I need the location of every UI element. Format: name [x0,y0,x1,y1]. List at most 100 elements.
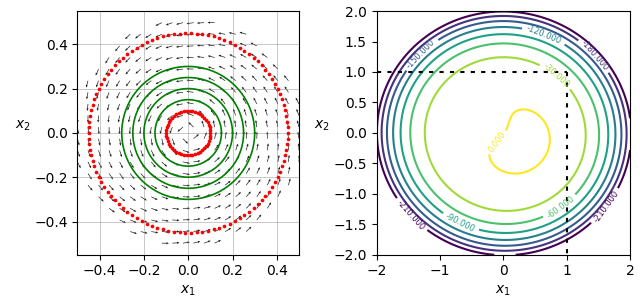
Point [175,31,185,36]
Point [164,120,174,125]
Point [275,169,285,174]
Point [214,225,224,230]
Point [199,115,209,120]
Point [205,128,215,133]
Point [127,48,137,53]
Point [147,223,157,228]
Point [180,31,191,36]
Point [184,108,195,113]
Point [191,230,202,235]
Point [163,122,173,127]
Point [190,152,200,157]
Point [93,87,104,92]
X-axis label: $x_1$: $x_1$ [495,284,511,299]
Point [260,194,271,199]
Point [132,45,142,50]
Point [179,152,189,157]
Point [282,119,292,124]
Point [96,81,106,86]
Point [157,34,168,39]
Point [277,97,287,102]
Point [136,42,147,47]
Point [203,33,213,38]
Point [204,139,214,143]
Point [85,147,95,152]
Point [283,136,293,141]
Point [85,113,95,118]
Text: 0.000: 0.000 [486,130,508,154]
Point [88,159,98,164]
Point [99,77,109,81]
Point [118,55,128,60]
Point [283,130,293,135]
Point [92,169,102,174]
Point [193,110,203,115]
Point [186,31,196,36]
Point [179,109,189,114]
Point [169,229,179,234]
X-axis label: $x_1$: $x_1$ [180,284,196,299]
Point [169,113,179,118]
Point [230,219,240,223]
Point [244,209,254,214]
Point [163,33,173,38]
Point [202,141,212,146]
Point [173,150,184,155]
Point [282,142,292,147]
Point [209,227,219,232]
Text: -150.000: -150.000 [404,37,437,70]
Point [264,189,274,194]
Point [225,221,235,226]
Point [86,108,96,113]
Point [186,230,196,235]
Point [203,228,213,233]
Point [188,109,198,114]
Point [209,34,219,39]
Point [264,72,274,77]
Point [84,142,94,147]
Y-axis label: $x_2$: $x_2$ [314,119,330,133]
Point [279,102,289,107]
Point [280,153,291,158]
Point [122,209,132,214]
Point [193,150,203,155]
Point [163,139,173,143]
Point [84,119,94,124]
Point [197,147,207,152]
Point [279,159,289,164]
Point [201,143,211,148]
Text: -30.000: -30.000 [541,62,572,89]
Point [152,225,163,230]
Point [89,164,99,169]
Point [106,67,116,72]
Point [141,221,152,226]
Point [165,117,175,122]
Point [162,136,172,141]
Point [106,194,116,199]
Point [161,128,172,133]
Point [102,72,113,77]
Point [161,133,172,138]
Point [239,48,250,53]
Point [239,213,250,218]
Point [167,146,177,150]
Point [253,202,263,207]
Point [244,51,254,56]
Text: -90.000: -90.000 [444,212,476,234]
Point [188,152,198,157]
Point [172,112,182,117]
Point [205,136,215,141]
Point [205,125,215,130]
Text: -210.000: -210.000 [592,189,621,224]
Point [283,125,293,130]
Point [202,120,212,125]
Point [169,147,179,152]
Point [253,59,263,64]
Point [132,216,142,221]
Point [204,122,214,127]
Point [172,149,182,154]
Point [225,40,235,45]
Point [86,153,96,158]
Point [199,146,209,150]
Point [273,174,283,179]
